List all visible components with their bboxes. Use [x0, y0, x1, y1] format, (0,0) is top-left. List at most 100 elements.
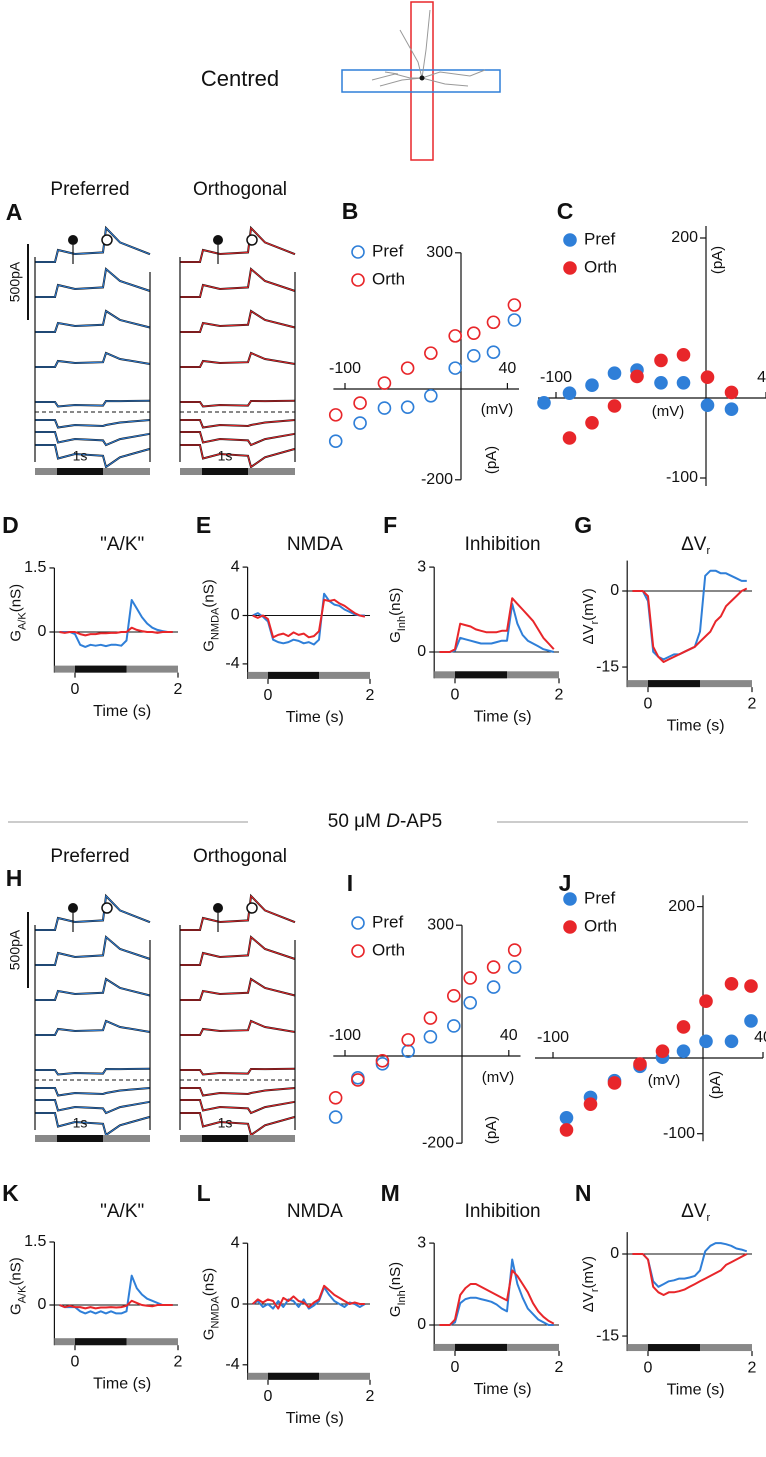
- y-axis-label-unit: (nS): [387, 588, 404, 616]
- data-point: [607, 366, 622, 381]
- trace-line: [252, 1286, 366, 1310]
- y-axis-label: ΔVr(mV): [580, 588, 601, 644]
- panel-letter: E: [196, 512, 211, 538]
- y-axis-label: GNMDA(nS): [201, 579, 222, 651]
- time-bar-label: 1s: [218, 1115, 233, 1131]
- panel-letter: J: [559, 870, 572, 896]
- y-tick-label: 0: [231, 607, 240, 624]
- data-point: [486, 315, 501, 330]
- y-tick-label: 300: [427, 916, 454, 933]
- soma: [419, 75, 425, 81]
- x-tick-label: 2: [555, 687, 564, 704]
- data-point: [351, 1073, 365, 1087]
- data-point: [424, 346, 438, 360]
- y-tick-label: -15: [596, 1327, 619, 1344]
- x-tick-label: 2: [748, 1359, 757, 1376]
- trace: [35, 893, 151, 931]
- panel-title: ΔVr: [681, 1201, 710, 1224]
- data-point: [585, 378, 599, 393]
- panel-title-sub: r: [706, 545, 710, 557]
- x-axis-label: Time (s): [667, 717, 725, 734]
- data-point: [466, 326, 481, 340]
- trace-fit: [35, 444, 151, 468]
- trace-fit: [180, 431, 296, 446]
- trace-fit: [180, 1020, 296, 1036]
- panel-title: NMDA: [287, 534, 343, 555]
- data-point: [676, 375, 691, 390]
- stimulus: [75, 665, 127, 673]
- trace: [180, 431, 296, 447]
- time-bar-label: 1s: [73, 448, 88, 464]
- panel-title: "A/K": [100, 534, 144, 555]
- time-bar: [57, 468, 103, 475]
- trace-line: [632, 587, 748, 663]
- data-point: [463, 996, 477, 1010]
- x-tick-label: 2: [174, 1353, 183, 1370]
- x-tick-label: 40: [499, 360, 517, 377]
- trace-fit: [180, 352, 296, 368]
- data-point: [699, 1034, 713, 1049]
- trace: [35, 267, 151, 298]
- pref-bar: [341, 69, 501, 93]
- trace-line: [59, 599, 173, 648]
- data-point: [562, 431, 577, 445]
- data-point: [607, 399, 622, 413]
- data-point: [507, 313, 522, 327]
- y-axis-label-sub: r: [589, 620, 601, 624]
- divider-italic: D: [386, 811, 400, 832]
- x-tick-label: 2: [366, 687, 375, 704]
- stimulus: [455, 1343, 507, 1351]
- trace-line: [439, 597, 555, 653]
- y-axis-label-sub: Inh: [396, 1290, 408, 1305]
- panel-letter: N: [575, 1180, 592, 1206]
- y-axis-label-main: G: [7, 630, 24, 642]
- y-axis-label: (pA): [709, 246, 726, 274]
- panel-title: NMDA: [287, 1201, 343, 1222]
- x-tick-label: 0: [264, 1388, 273, 1405]
- data-point: [676, 1044, 691, 1058]
- trace-fit: [35, 226, 151, 263]
- x-tick-label: 40: [754, 1029, 766, 1046]
- y-tick-label: 0: [417, 1316, 426, 1333]
- y-tick-label: 0: [417, 643, 426, 660]
- data-point: [377, 376, 392, 390]
- trace-line: [632, 1253, 748, 1296]
- data-point: [676, 1020, 691, 1034]
- data-point: [328, 1110, 343, 1124]
- y-tick-label: 4: [231, 558, 240, 575]
- legend-marker: [563, 920, 577, 934]
- data-point: [633, 1057, 647, 1071]
- data-point: [583, 1097, 598, 1111]
- trace: [180, 935, 296, 966]
- panel-letter: B: [342, 198, 359, 224]
- y-tick-label: 200: [668, 898, 695, 915]
- data-point: [699, 994, 713, 1009]
- x-tick-label: 2: [174, 681, 183, 698]
- legend-marker: [563, 261, 577, 275]
- trace-fit: [35, 1099, 151, 1114]
- x-axis-label: (mV): [482, 1069, 515, 1086]
- y-axis-label: GInh(nS): [387, 588, 408, 643]
- trace: [35, 1112, 151, 1137]
- y-axis-label-unit: (nS): [7, 1257, 24, 1285]
- y-axis-label-unit: (mV): [580, 1256, 597, 1289]
- trace-fit: [180, 226, 296, 263]
- stimulus: [268, 671, 319, 679]
- y-axis-label: (pA): [483, 446, 500, 474]
- y-tick-label: -100: [663, 1125, 695, 1142]
- data-point: [401, 1033, 415, 1047]
- data-point: [401, 1044, 415, 1059]
- data-point: [424, 389, 438, 403]
- y-tick-label: -200: [421, 471, 453, 488]
- x-axis-label: (mV): [648, 1072, 681, 1089]
- trace: [35, 444, 151, 469]
- trace-fit: [180, 444, 296, 468]
- stimulus: [648, 680, 700, 688]
- trace-fit: [35, 1068, 151, 1076]
- trace-fit: [35, 1112, 151, 1136]
- trace-fit: [35, 310, 151, 333]
- y-tick-label: -4: [225, 1356, 239, 1373]
- y-axis-label: (pA): [483, 1116, 500, 1144]
- y-axis-label: GA/K(nS): [7, 584, 28, 642]
